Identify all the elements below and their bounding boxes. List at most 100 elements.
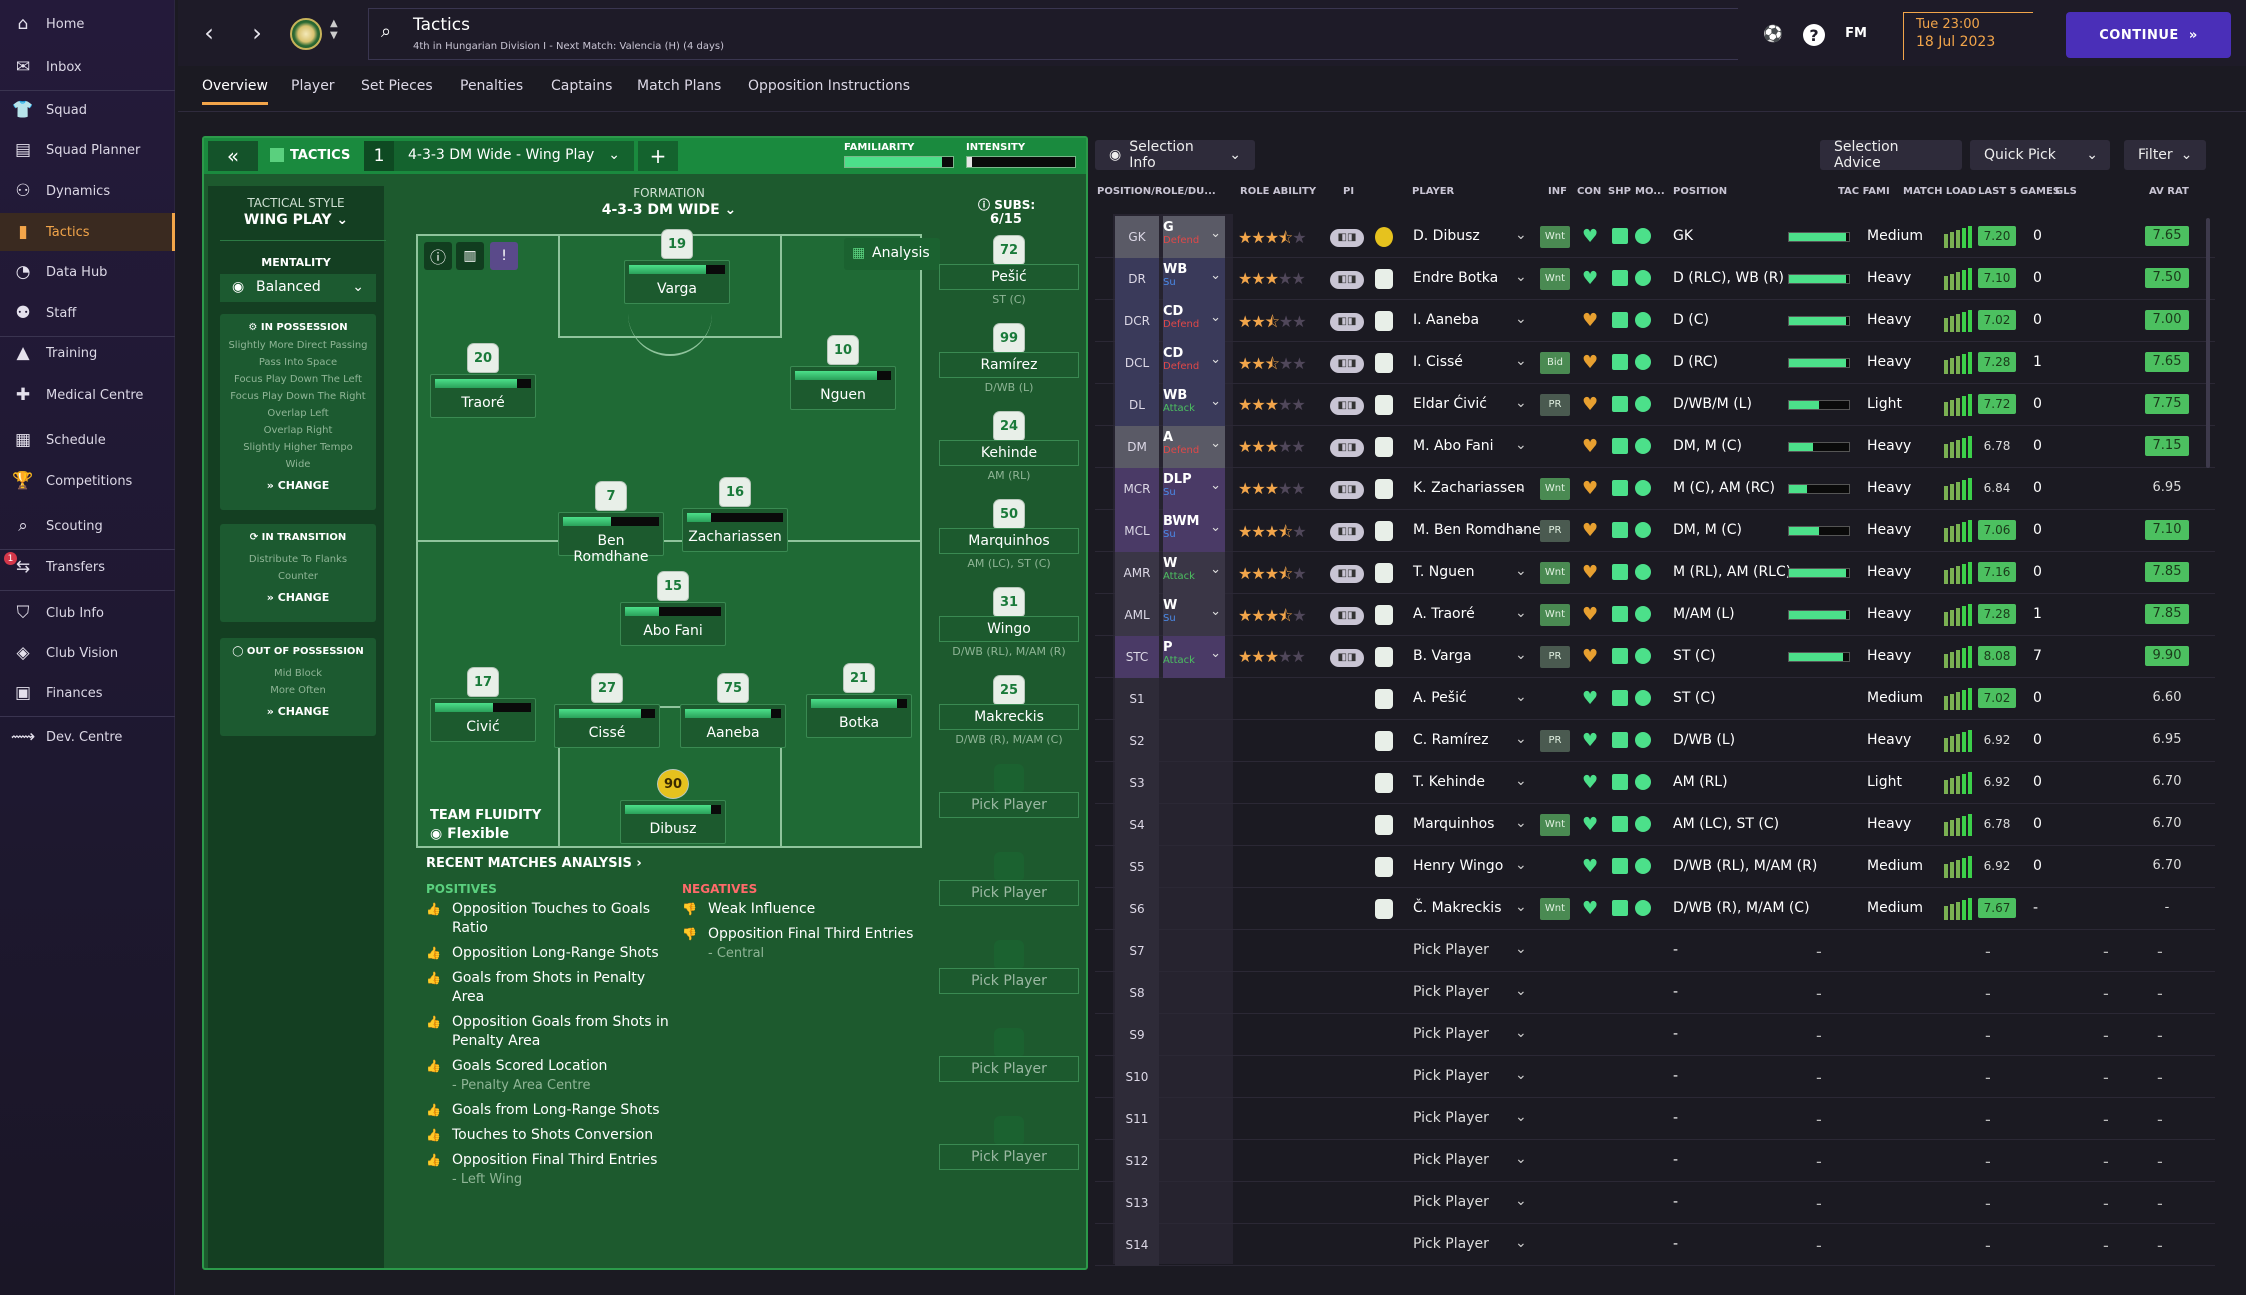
tab-player[interactable]: Player <box>291 78 335 94</box>
column-header[interactable]: AV RAT <box>2149 186 2189 197</box>
sidebar-item-home[interactable]: ⌂ Home <box>0 5 175 43</box>
player-name[interactable]: A. Traoré <box>1413 606 1475 622</box>
in-possession-box[interactable]: ⚙ IN POSSESSION Slightly More Direct Pas… <box>220 314 376 510</box>
table-row[interactable]: S11 Pick Player ⌄ - - - - - <box>1095 1098 2215 1140</box>
info-icon[interactable]: ⓘ <box>424 242 452 270</box>
player-name[interactable]: I. Aaneba <box>1413 312 1480 328</box>
chevron-down-icon[interactable]: ⌄ <box>1515 1109 1527 1125</box>
player-name[interactable]: T. Kehinde <box>1413 774 1486 790</box>
back-button[interactable]: ‹ <box>204 19 214 47</box>
selection-advice-button[interactable]: Selection Advice <box>1820 139 1962 171</box>
column-header[interactable]: PLAYER <box>1412 186 1455 197</box>
player-name[interactable]: Pick Player <box>1413 1068 1489 1084</box>
pitch-player[interactable]: 15 Abo Fani <box>620 572 726 646</box>
chevron-down-icon[interactable]: ⌄ <box>1515 773 1527 789</box>
sub-slot[interactable]: 24 Kehinde AM (RL) <box>934 412 1084 482</box>
recent-matches-analysis-link[interactable]: RECENT MATCHES ANALYSIS › <box>426 856 642 871</box>
column-header[interactable]: LAST 5 GAMES <box>1978 186 2060 197</box>
sub-player-box[interactable]: Pick Player <box>939 792 1079 818</box>
player-instructions-toggle[interactable]: ◧◨ <box>1330 481 1364 499</box>
sidebar-item-competitions[interactable]: 🏆 Competitions <box>0 462 175 500</box>
sidebar-item-dynamics[interactable]: ⚇ Dynamics <box>0 172 175 210</box>
pitch-player[interactable]: 19 Varga <box>624 230 730 304</box>
table-row[interactable]: S4 Marquinhos ⌄ Wnt ♥ AM (LC), ST (C) Heavy 6.7… <box>1095 804 2215 846</box>
stats-icon[interactable]: ▥ <box>456 242 484 270</box>
sidebar-item-data-hub[interactable]: ◔ Data Hub <box>0 253 175 291</box>
sub-player-box[interactable]: Kehinde <box>939 440 1079 466</box>
table-row[interactable]: DCL CD Defend ⌄ ★★⯪★★ ◧◨ I. Cissé ⌄ Bid ♥ D (RC) He… <box>1095 342 2215 384</box>
table-row[interactable]: STC P Attack ⌄ ★★★★★ ◧◨ B. Varga ⌄ PR ♥ ST (C) Heav… <box>1095 636 2215 678</box>
pitch-player[interactable]: 20 Traoré <box>430 344 536 418</box>
column-header[interactable]: MATCH LOAD <box>1903 186 1977 197</box>
pitch-player[interactable]: 75 Aaneba <box>680 674 786 748</box>
sidebar-item-squad-planner[interactable]: ▤ Squad Planner <box>0 131 175 169</box>
tab-overview[interactable]: Overview <box>202 78 268 105</box>
formation-dropdown[interactable]: 4-3-3 DM WIDE ⌄ <box>601 202 737 218</box>
sidebar-item-club-info[interactable]: ⛉ Club Info <box>0 594 175 632</box>
pitch-player[interactable]: 21 Botka <box>806 664 912 738</box>
player-instructions-toggle[interactable]: ◧◨ <box>1330 271 1364 289</box>
sidebar-item-scouting[interactable]: ⌕ Scouting <box>0 507 175 545</box>
role-cell[interactable]: W Su ⌄ <box>1163 594 1225 636</box>
ball-icon[interactable]: ⚽ <box>1763 23 1783 43</box>
chevron-down-icon[interactable]: ⌄ <box>1515 1025 1527 1041</box>
role-cell[interactable]: A Defend ⌄ <box>1163 426 1225 468</box>
chevron-down-icon[interactable]: ⌄ <box>1515 941 1527 957</box>
in-transition-box[interactable]: ⟳ IN TRANSITION Distribute To Flanks Coun… <box>220 524 376 622</box>
chevron-down-icon[interactable]: ⌄ <box>1515 689 1527 705</box>
tactic-selector[interactable]: 4-3-3 DM Wide - Wing Play ⌄ <box>394 141 634 171</box>
sub-slot[interactable]: 25 Makreckis D/WB (R), M/AM (C) <box>934 676 1084 746</box>
player-name[interactable]: D. Dibusz <box>1413 228 1480 244</box>
chevron-down-icon[interactable]: ⌄ <box>1515 353 1527 369</box>
chevron-down-icon[interactable]: ⌄ <box>1515 815 1527 831</box>
player-name[interactable]: Henry Wingo <box>1413 858 1504 874</box>
role-cell[interactable]: WB Su ⌄ <box>1163 258 1225 300</box>
sub-player-box[interactable]: Wingo <box>939 616 1079 642</box>
sidebar-item-schedule[interactable]: ▦ Schedule <box>0 421 175 459</box>
sub-player-box[interactable]: Pick Player <box>939 968 1079 994</box>
sub-player-box[interactable]: Marquinhos <box>939 528 1079 554</box>
fm-menu-button[interactable]: FM <box>1845 25 1867 41</box>
tab-match-plans[interactable]: Match Plans <box>637 78 722 94</box>
pitch-player[interactable]: 17 Civić <box>430 668 536 742</box>
sidebar-item-medical-centre[interactable]: ✚ Medical Centre <box>0 376 175 414</box>
sub-slot[interactable]: 31 Wingo D/WB (RL), M/AM (R) <box>934 588 1084 658</box>
tactic-slot-number[interactable]: 1 <box>364 141 394 171</box>
player-name[interactable]: I. Cissé <box>1413 354 1463 370</box>
tactical-style-dropdown[interactable]: WING PLAY ⌄ <box>243 212 349 228</box>
column-header[interactable]: POSITION <box>1673 186 1728 197</box>
table-row[interactable]: S1 A. Pešić ⌄ ♥ ST (C) Medium 7.02 0 6.60 <box>1095 678 2215 720</box>
player-name[interactable]: M. Ben Romdhane <box>1413 522 1541 538</box>
table-row[interactable]: DM A Defend ⌄ ★★★★★ ◧◨ M. Abo Fani ⌄ ♥ DM, M (C) H… <box>1095 426 2215 468</box>
role-cell[interactable]: G Defend ⌄ <box>1163 216 1225 258</box>
player-name[interactable]: B. Varga <box>1413 648 1472 664</box>
sub-slot[interactable]: Pick Player <box>934 852 1084 906</box>
club-crest-icon[interactable] <box>290 18 322 50</box>
sub-slot[interactable]: 99 Ramírez D/WB (L) <box>934 324 1084 394</box>
scrollbar[interactable] <box>2206 218 2210 468</box>
table-row[interactable]: S2 C. Ramírez ⌄ PR ♥ D/WB (L) Heavy 6.92 0 6.95 <box>1095 720 2215 762</box>
player-name[interactable]: C. Ramírez <box>1413 732 1489 748</box>
sub-player-box[interactable]: Pešić <box>939 264 1079 290</box>
player-name[interactable]: Pick Player <box>1413 942 1489 958</box>
chevron-down-icon[interactable]: ⌄ <box>1515 395 1527 411</box>
pitch-player[interactable]: 90 Dibusz <box>620 770 726 844</box>
collapse-panel-button[interactable]: « <box>208 141 258 171</box>
column-header[interactable]: SHP <box>1608 186 1631 197</box>
chevron-down-icon[interactable]: ⌄ <box>1515 521 1527 537</box>
player-instructions-toggle[interactable]: ◧◨ <box>1330 313 1364 331</box>
sidebar-item-finances[interactable]: ▣ Finances <box>0 674 175 712</box>
sub-slot[interactable]: Pick Player <box>934 1116 1084 1170</box>
chevron-down-icon[interactable]: ⌄ <box>1515 563 1527 579</box>
sidebar-item-club-vision[interactable]: ◈ Club Vision <box>0 634 175 672</box>
sidebar-item-inbox[interactable]: ✉ Inbox <box>0 48 175 86</box>
change-in-possession-button[interactable]: » CHANGE <box>266 479 330 492</box>
sidebar-item-transfers[interactable]: ⇆ Transfers 1 <box>0 548 175 586</box>
player-name[interactable]: Č. Makreckis <box>1413 900 1502 916</box>
chevron-down-icon[interactable]: ⌄ <box>1515 647 1527 663</box>
sidebar-item-dev-centre[interactable]: ⟿ Dev. Centre <box>0 718 175 756</box>
sidebar-item-squad[interactable]: 👕 Squad <box>0 91 175 129</box>
mentality-dropdown[interactable]: ◉ Balanced ⌄ <box>220 274 376 302</box>
table-row[interactable]: S12 Pick Player ⌄ - - - - - <box>1095 1140 2215 1182</box>
chevron-down-icon[interactable]: ⌄ <box>1515 857 1527 873</box>
